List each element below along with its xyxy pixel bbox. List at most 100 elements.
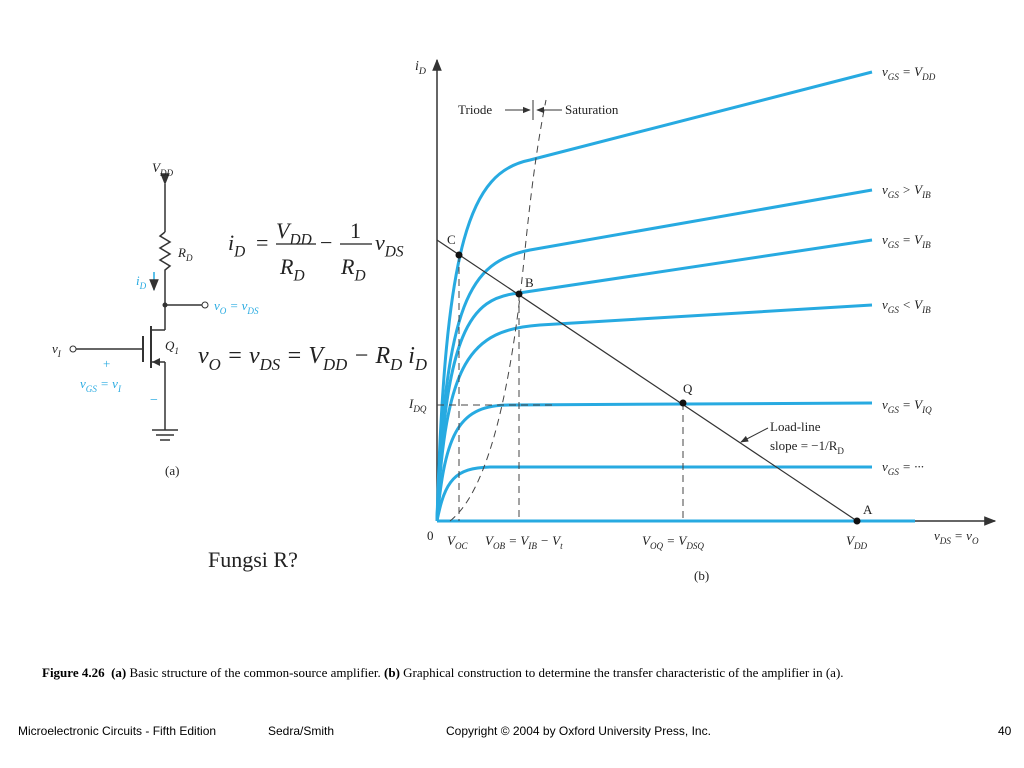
text-part: V — [846, 533, 856, 548]
subscript: DS — [939, 536, 952, 546]
subscript: O — [972, 536, 979, 546]
source-arrow — [152, 358, 160, 366]
text-part: V — [642, 533, 652, 548]
caption-label: Figure 4.26 — [42, 665, 105, 680]
text-part: = V — [899, 397, 924, 412]
caption-b: (b) — [694, 568, 709, 583]
q1-label: Q1 — [165, 338, 179, 356]
text-part: = v — [951, 528, 972, 543]
text-part: = ··· — [899, 459, 924, 474]
subscript: DSQ — [685, 541, 704, 551]
text-part: v — [882, 397, 888, 412]
subscript: GS — [888, 72, 900, 82]
load-line — [436, 239, 858, 522]
subscript: OQ — [650, 541, 664, 551]
text-part: = v — [226, 298, 247, 313]
eq1-num2: 1 — [350, 218, 361, 243]
x-label: VDD — [846, 533, 868, 551]
x-label: VOB = VIB − Vt — [485, 533, 563, 551]
text-part: R — [340, 254, 355, 279]
dashed-guides — [437, 99, 684, 522]
text-part: v — [934, 528, 940, 543]
subscript: DD — [159, 168, 174, 178]
text-part: v — [882, 459, 888, 474]
subscript: GS — [888, 240, 900, 250]
subscript: I — [117, 384, 122, 394]
text-part: − R — [347, 343, 390, 369]
text-part: v — [214, 298, 220, 313]
subscript: IB — [921, 240, 931, 250]
subscript: D — [353, 268, 365, 285]
terminal — [201, 301, 209, 309]
subscript: I — [57, 349, 62, 359]
footer-book: Microelectronic Circuits - Fifth Edition — [18, 724, 217, 738]
text-part: V — [276, 218, 292, 243]
footer-copyright: Copyright © 2004 by Oxford University Pr… — [446, 724, 711, 738]
footer-page: 40 — [998, 724, 1012, 738]
text-part: V — [485, 533, 495, 548]
text-part: i — [136, 273, 140, 288]
text-part: i — [415, 59, 419, 74]
text-part: v — [882, 64, 888, 79]
text-part: v — [198, 343, 209, 369]
subscript: OB — [493, 541, 506, 551]
subscript: DQ — [412, 404, 427, 414]
caption-a: (a) — [165, 463, 179, 478]
subscript: OC — [455, 541, 469, 551]
x-axis-label: vDS = vO — [934, 528, 979, 546]
vgs-label: vGS = vI — [80, 376, 122, 394]
text-part: v — [52, 341, 58, 356]
region-arrows — [505, 100, 769, 443]
idq-label: IDQ — [408, 396, 427, 414]
text-part: R — [177, 245, 186, 260]
eq1-eq: = — [256, 230, 268, 255]
text-part: v — [375, 230, 385, 255]
text-part: V — [447, 533, 457, 548]
circuit-wires — [76, 173, 202, 441]
text-part: Q — [165, 338, 175, 353]
text-part: > V — [899, 182, 924, 197]
subscript: D — [139, 281, 147, 291]
subscript: D — [418, 66, 426, 77]
subscript: GS — [888, 405, 900, 415]
subscript: 1 — [174, 346, 179, 356]
caption-a-text: Basic structure of the common-source amp… — [126, 665, 385, 680]
subscript: IB — [921, 190, 931, 200]
subscript: GS — [86, 384, 98, 394]
text-part: i — [228, 230, 234, 255]
text-part: v — [882, 297, 888, 312]
text-part: = V — [505, 533, 530, 548]
eq1-den2: RD — [340, 254, 366, 285]
vdd-label: VDD — [152, 160, 174, 178]
subscript: D — [233, 244, 245, 261]
eq1-op: − — [320, 230, 332, 255]
eq1-den1: RD — [279, 254, 305, 285]
subscript: O — [209, 355, 221, 374]
load-line-label: Load-line — [770, 419, 821, 434]
text-part: I — [408, 396, 414, 411]
subscript: D — [185, 253, 193, 263]
caption-a: (a) — [111, 665, 127, 680]
rd-label: RD — [177, 245, 193, 263]
subscript: D — [414, 355, 427, 374]
text-part: R — [279, 254, 294, 279]
text-part: = V — [899, 232, 924, 247]
point-b: B — [525, 275, 534, 290]
subscript: DS — [384, 244, 404, 261]
operating-points — [455, 251, 861, 525]
text-part: = v — [97, 376, 118, 391]
subscript: IQ — [921, 405, 932, 415]
eq1-rhs: vDS — [375, 230, 404, 261]
point-a: A — [863, 502, 873, 517]
subscript: GS — [888, 305, 900, 315]
text-part: v — [882, 182, 888, 197]
eq1-lhs: iD — [228, 230, 245, 261]
plus: + — [103, 356, 110, 371]
subscript: D — [292, 268, 304, 285]
saturation: Saturation — [565, 102, 619, 117]
eq2: vO = vDS = VDD − RD iD — [198, 343, 427, 374]
subscript: t — [560, 541, 563, 551]
subscript: GS — [888, 190, 900, 200]
